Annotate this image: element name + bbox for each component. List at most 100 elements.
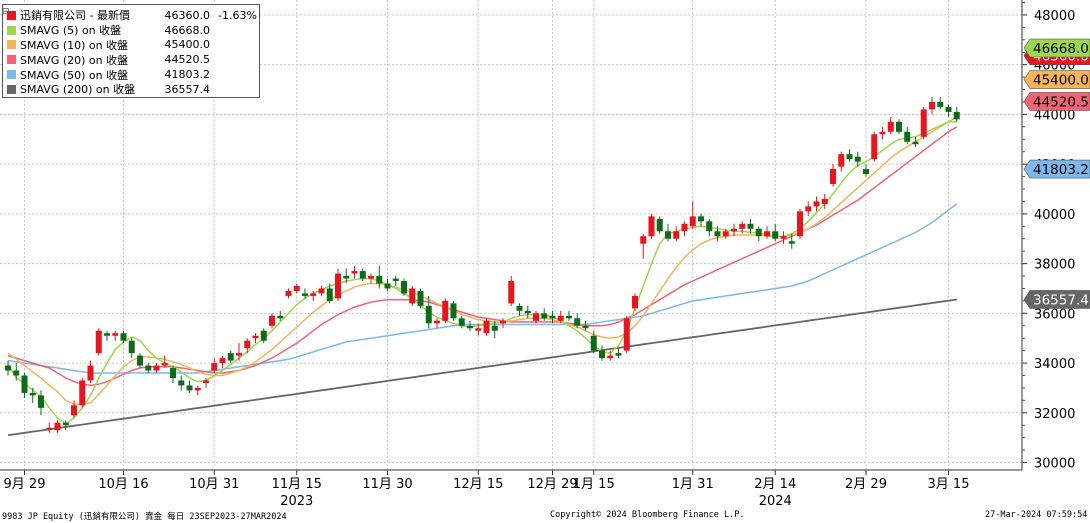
candle-body [186,385,193,391]
x-tick-label: 9月 29 [4,477,46,492]
collapse-icon[interactable]: ⊟ [2,7,10,17]
candle-body [95,330,102,354]
price-tag-label: 45400.0 [1033,73,1089,89]
candle-body [244,340,251,349]
legend-row-price: 迅銷有限公司 - 最新價 46360.0 -1.63% [7,8,259,23]
price-tag-box [1023,70,1090,89]
candle-body [599,350,605,359]
candle-body [128,340,135,354]
candle [566,310,572,321]
candle [871,131,878,162]
candle [252,333,259,344]
candle-body [161,363,168,366]
candle-body [821,198,828,204]
candle [137,353,143,369]
candle [458,315,465,329]
candle-body [227,353,234,361]
candle [615,348,622,359]
candle [153,363,160,374]
candle [351,266,358,279]
candle [128,338,135,359]
candle [401,278,407,296]
candle [854,151,861,167]
candle-body [920,109,927,137]
candle-body [29,392,36,396]
price-tag-label: 46668.0 [1033,41,1089,57]
candle-body [871,134,878,160]
candle-body [483,320,490,334]
candle [450,300,457,321]
candle-body [203,380,209,383]
candle [54,420,61,433]
candle-body [318,288,325,294]
candle-body [846,154,853,160]
candle-body [458,318,465,326]
candle [62,420,69,431]
candle [557,310,564,324]
candle [739,221,746,234]
candle-body [673,231,680,239]
candle-body [285,290,292,296]
candle [821,193,828,209]
candle [178,375,185,391]
candle [524,305,531,319]
candle [186,380,193,393]
y-tick-label: 48000 [1034,9,1075,24]
candle [673,226,680,242]
candle-body [38,395,44,408]
candle-body [153,365,160,371]
y-tick-label: 32000 [1034,407,1075,422]
x-tick-label: 2月 29 [845,477,887,492]
candle [805,201,812,217]
footer-security: 9983 JP Equity (迅銷有限公司) 賣金 每日 23SEP2023-… [2,512,287,522]
candle [29,387,36,403]
candle [656,216,663,234]
x-axis-ticks: 9月 29 10月 16 10月 31 11月 15 11月 30 12月 15 12月 2… [4,470,969,509]
candle-body [904,131,911,142]
candle-body [557,315,564,321]
x-tick-label: 1月 31 [672,477,714,492]
legend-label: SMAVG (5) on 收盤 [20,24,122,38]
candle-body [747,223,754,229]
candle-body [582,325,589,329]
legend-swatch [7,25,16,35]
footer-timestamp: 27-Mar-2024 07:59:54 [985,510,1088,520]
candle [541,308,548,321]
legend-row-sma20: SMAVG (20) on 收盤 44520.5 [7,52,259,67]
legend-swatch [7,40,16,50]
candle [318,285,325,296]
candle-body [755,228,762,237]
candle-body [953,111,960,120]
candle [533,310,539,324]
candle-body [21,375,28,393]
candle-body [731,228,737,232]
candle [120,330,127,344]
candle-body [863,169,869,175]
candle-body [178,380,185,386]
year-label: 2024 [759,494,792,509]
candle [269,313,275,329]
candle [277,310,284,321]
x-tick-label: 12月 15 [453,477,503,492]
candle [79,377,86,408]
candle-body [896,121,902,132]
candle-body [607,355,614,359]
candle [442,298,449,324]
legend-row-sma5: SMAVG (5) on 收盤 46668.0 [7,23,259,38]
price-tag: 46668.0 [1023,38,1090,58]
candle [920,106,927,140]
candle-body [137,355,143,366]
candle [689,201,696,229]
candle [764,226,770,239]
candle-body [780,236,787,239]
candle-body [71,405,77,416]
candle [368,273,374,284]
legend-swatch [7,55,16,65]
candle-body [79,380,86,406]
y-tick-label: 44000 [1034,108,1075,123]
candle-body [656,218,663,232]
candle-body [623,318,630,351]
candle [722,228,729,239]
price-tag-box [1023,38,1090,58]
